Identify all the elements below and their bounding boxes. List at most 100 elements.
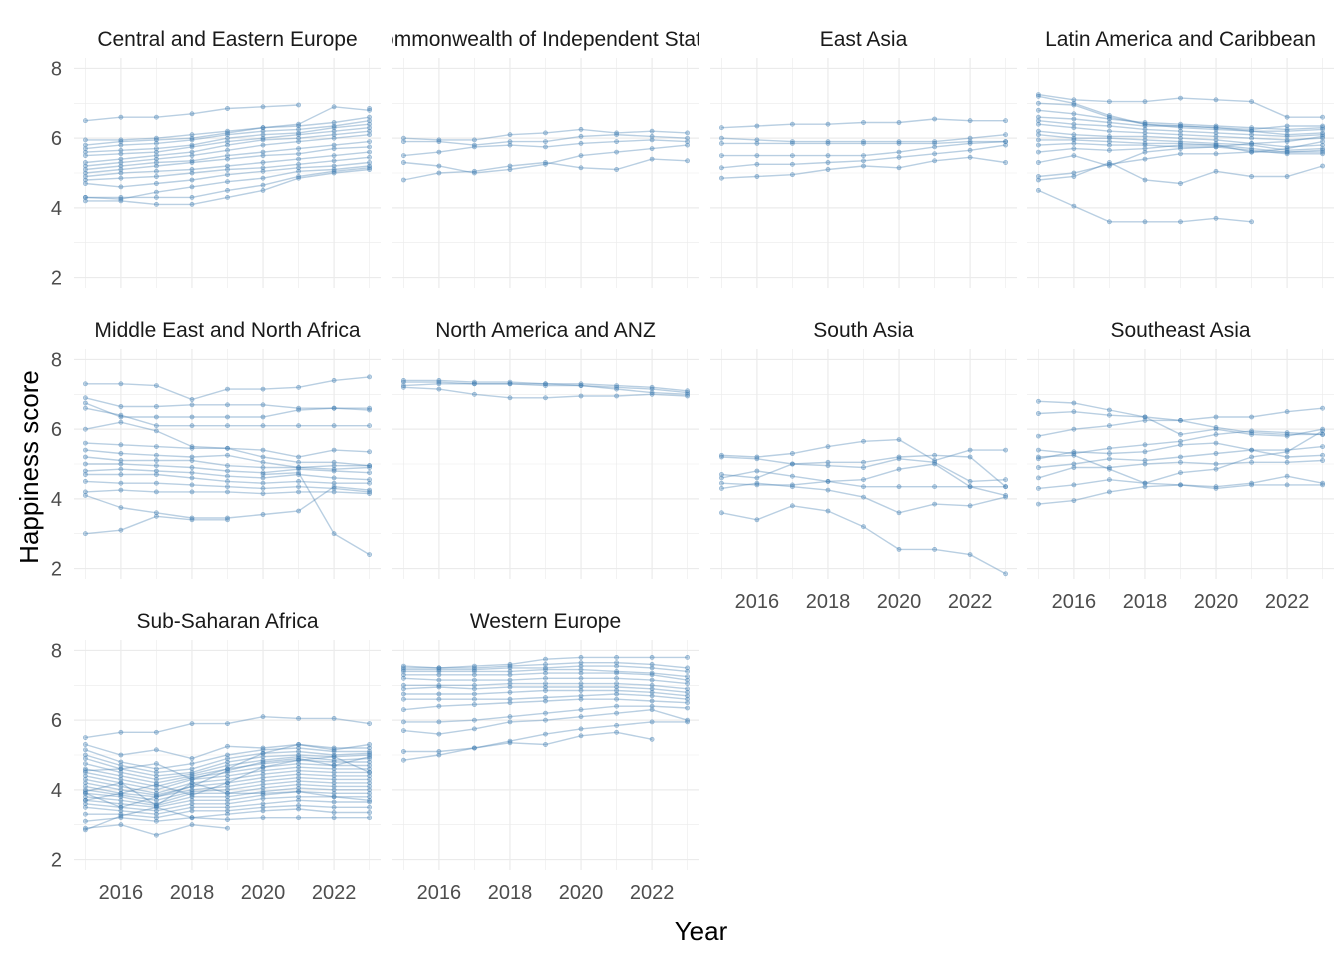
data-point	[719, 175, 724, 181]
data-point	[754, 161, 760, 167]
data-point	[189, 402, 195, 408]
data-point	[1071, 465, 1077, 470]
data-point	[260, 386, 266, 392]
data-point	[83, 160, 88, 165]
data-point	[825, 508, 831, 514]
x-axis-title: Year	[675, 916, 728, 946]
data-point	[861, 153, 866, 158]
series-group	[400, 377, 690, 401]
data-point	[471, 696, 477, 702]
series-line	[721, 480, 1006, 488]
data-point	[225, 766, 230, 772]
data-point	[719, 140, 724, 146]
data-point	[1320, 428, 1325, 434]
data-point	[1320, 458, 1325, 463]
data-point	[83, 761, 88, 767]
series-line	[1038, 454, 1323, 490]
data-point	[1178, 454, 1183, 460]
data-point	[367, 128, 372, 134]
data-point	[649, 156, 655, 162]
data-point	[331, 463, 337, 469]
data-point	[225, 156, 230, 162]
data-point	[1320, 452, 1325, 458]
data-point	[118, 787, 124, 793]
data-point	[83, 777, 88, 782]
data-point	[118, 160, 124, 165]
data-point	[153, 383, 159, 388]
data-point	[507, 684, 513, 690]
data-point	[189, 414, 195, 420]
data-point	[1320, 444, 1325, 449]
data-point	[296, 139, 301, 144]
data-point	[1142, 126, 1148, 132]
data-point	[225, 743, 230, 749]
data-point	[118, 822, 124, 828]
x-tick-label: 2022	[1265, 591, 1310, 613]
data-point	[153, 135, 159, 141]
data-point	[507, 696, 513, 702]
data-point	[685, 719, 690, 725]
data-point	[754, 480, 760, 486]
data-point	[296, 470, 301, 476]
data-point	[225, 463, 230, 469]
data-point	[754, 468, 760, 474]
data-point	[118, 170, 124, 176]
data-point	[367, 491, 372, 496]
data-point	[331, 158, 337, 164]
data-point	[400, 379, 406, 385]
data-point	[436, 137, 442, 143]
data-point	[507, 689, 513, 695]
data-point	[296, 151, 301, 157]
data-point	[507, 700, 513, 706]
data-point	[83, 198, 88, 204]
data-point	[118, 790, 124, 796]
data-point	[1320, 146, 1325, 151]
data-point	[367, 449, 372, 455]
data-point	[400, 707, 406, 713]
panel-title: Western Europe	[470, 610, 621, 633]
data-point	[260, 747, 266, 753]
data-point	[967, 139, 973, 144]
data-point	[367, 759, 372, 765]
data-point	[1213, 142, 1219, 148]
series-line	[403, 686, 688, 693]
data-point	[1178, 125, 1183, 131]
data-point	[1142, 458, 1148, 463]
data-point	[400, 377, 406, 383]
y-tick-label: 6	[51, 419, 62, 441]
x-tick-label: 2020	[559, 882, 604, 904]
data-point	[1213, 126, 1219, 132]
data-point	[225, 817, 230, 822]
data-point	[1107, 160, 1112, 165]
data-point	[367, 154, 372, 160]
data-point	[189, 815, 195, 821]
panel: Sub-Saharan Africa 2 4 6 8 2016 2018 2020 2022	[51, 610, 381, 904]
series-line	[403, 689, 688, 697]
series-line	[403, 133, 688, 146]
data-point	[543, 662, 548, 667]
data-point	[754, 454, 760, 460]
data-point	[1320, 480, 1325, 486]
data-point	[436, 139, 442, 144]
series-line	[85, 743, 370, 760]
data-point	[1003, 477, 1008, 483]
series-line	[403, 128, 688, 141]
data-point	[153, 146, 159, 151]
data-point	[118, 412, 124, 418]
data-point	[1036, 114, 1041, 120]
series-line	[1038, 120, 1323, 138]
data-point	[507, 669, 513, 674]
y-tick-label: 6	[51, 710, 62, 732]
data-point	[83, 489, 88, 495]
data-point	[400, 139, 406, 144]
data-point	[153, 137, 159, 143]
data-point	[331, 484, 337, 490]
data-point	[400, 749, 406, 754]
data-point	[1213, 168, 1219, 174]
data-point	[260, 187, 266, 193]
series-line	[85, 773, 370, 796]
data-point	[331, 787, 337, 793]
data-point	[296, 749, 301, 754]
data-point	[153, 468, 159, 474]
data-point	[296, 756, 301, 761]
